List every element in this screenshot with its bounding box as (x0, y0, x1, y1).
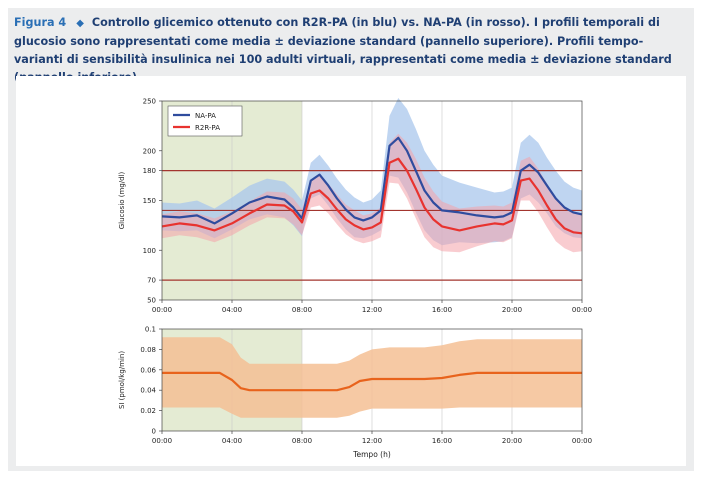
bottom-xtick-label: 00:00 (572, 437, 592, 445)
caption-text: Controllo glicemico ottenuto con R2R-PA … (14, 16, 672, 84)
bottom-ytick-label: 0.06 (140, 366, 156, 374)
top-xtick-label: 00:00 (152, 306, 172, 314)
figure-frame: Figura 4 ◆ Controllo glicemico ottenuto co… (8, 8, 694, 471)
top-ytick-label: 250 (143, 98, 156, 106)
top-xtick-label: 12:00 (362, 306, 382, 314)
top-xtick-label: 08:00 (292, 306, 312, 314)
top-ytick-label: 100 (143, 247, 156, 255)
legend-label: NA-PA (195, 112, 216, 120)
top-xtick-label: 20:00 (502, 306, 522, 314)
top-ytick-label: 180 (143, 167, 156, 175)
bottom-xtick-label: 04:00 (222, 437, 242, 445)
top-xtick-label: 04:00 (222, 306, 242, 314)
sd-band-red (162, 133, 582, 253)
top-ytick-label: 50 (147, 297, 156, 305)
top-ylabel: Glucosio (mg/dl) (118, 171, 126, 229)
legend-box (167, 105, 243, 137)
si-mean-line (162, 371, 582, 392)
bottom-ytick-label: 0.02 (140, 407, 156, 415)
top-ytick-label: 150 (143, 197, 156, 205)
bottom-xlabel: Tempo (h) (352, 450, 391, 459)
figure-label: Figura 4 (14, 16, 67, 29)
top-xtick-label: 00:00 (572, 306, 592, 314)
bottom-ylabel: SI (pmol/kg/min) (118, 351, 126, 409)
figure-caption: Figura 4 ◆ Controllo glicemico ottenuto co… (14, 14, 684, 87)
bottom-ytick-label: 0 (152, 428, 156, 436)
bottom-xtick-label: 16:00 (432, 437, 452, 445)
top-ytick-label: 200 (143, 147, 156, 155)
mean-line-blue (161, 136, 583, 225)
bottom-xtick-label: 12:00 (362, 437, 382, 445)
bottom-xtick-label: 20:00 (502, 437, 522, 445)
bottom-ytick-label: 0.04 (140, 387, 156, 395)
top-ytick-label: 70 (147, 277, 156, 285)
top-xtick-label: 16:00 (432, 306, 452, 314)
legend-label: R2R-PA (195, 124, 220, 132)
bottom-xtick-label: 08:00 (292, 437, 312, 445)
bottom-ytick-label: 0.08 (140, 346, 156, 354)
bottom-ytick-label: 0.1 (145, 326, 156, 334)
diamond-icon: ◆ (76, 18, 84, 29)
si-band (162, 337, 582, 418)
mean-line-red (161, 157, 583, 235)
bottom-xtick-label: 00:00 (152, 437, 172, 445)
chart-svg: NA-PA R2R-PA 50 70 100 150 180 200 250 00:00 04:00… (118, 98, 592, 460)
plot-panel: NA-PA R2R-PA 50 70 100 150 180 200 250 00:00 04:00… (16, 76, 686, 466)
